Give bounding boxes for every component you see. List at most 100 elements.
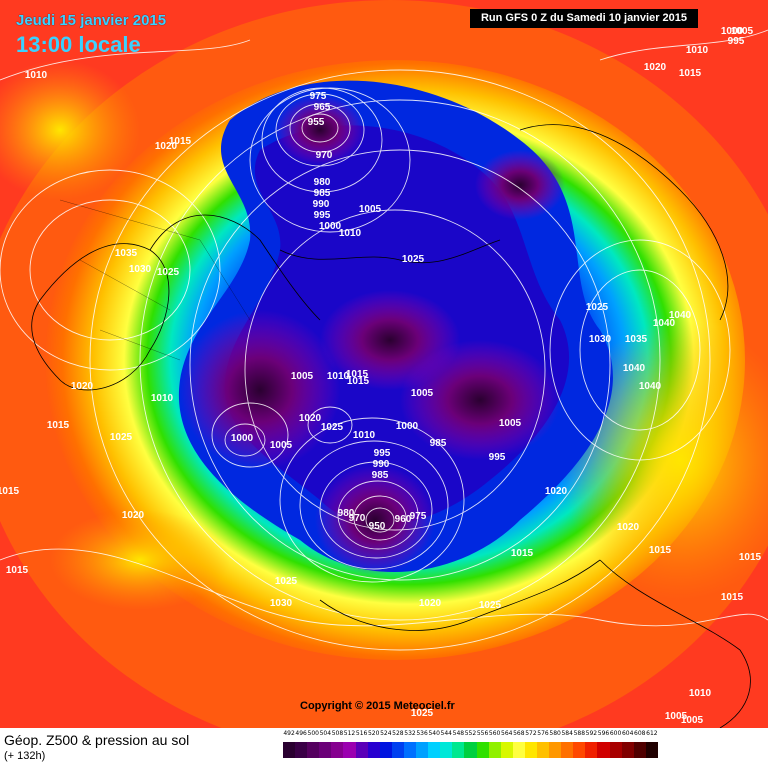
scale-swatch bbox=[319, 742, 332, 758]
pressure-label: 1010 bbox=[25, 70, 48, 81]
pressure-label: 1015 bbox=[346, 369, 369, 380]
scale-swatch bbox=[573, 742, 586, 758]
pressure-label: 1020 bbox=[155, 141, 178, 152]
scale-label: 580 bbox=[549, 730, 561, 737]
pressure-label: 1015 bbox=[679, 68, 702, 79]
color-scale-labels: 492 496 500 504 508 512 516 520 524 528 532 536 540 5… bbox=[283, 730, 658, 737]
scale-swatch bbox=[440, 742, 453, 758]
scale-label: 564 bbox=[501, 730, 513, 737]
pressure-label: 1010 bbox=[327, 371, 350, 382]
pressure-label: 995 bbox=[728, 36, 745, 47]
pressure-label: 1025 bbox=[157, 267, 180, 278]
scale-label: 560 bbox=[488, 730, 501, 737]
scale-label: 516 bbox=[355, 730, 368, 737]
pressure-label: 1025 bbox=[275, 576, 298, 587]
pressure-label: 1015 bbox=[649, 545, 672, 556]
pressure-label: 995 bbox=[374, 448, 391, 459]
pressure-label: 970 bbox=[316, 150, 333, 161]
pressure-label: 990 bbox=[373, 459, 390, 470]
scale-label: 596 bbox=[597, 730, 610, 737]
scale-swatch bbox=[476, 742, 489, 758]
pressure-label: 1020 bbox=[617, 522, 640, 533]
scale-swatch bbox=[464, 742, 477, 758]
ridge-south bbox=[50, 510, 230, 610]
pressure-label: 1015 bbox=[0, 486, 20, 497]
scale-swatch bbox=[645, 742, 658, 758]
scale-swatch bbox=[500, 742, 513, 758]
legend-subtitle: (+ 132h) bbox=[4, 750, 46, 762]
geopotential-map: 9759659559709809859909951000101010051025… bbox=[0, 0, 768, 728]
scale-swatch bbox=[416, 742, 429, 758]
pressure-label: 1015 bbox=[47, 420, 70, 431]
pressure-label: 1010 bbox=[151, 393, 174, 404]
pressure-label: 1000 bbox=[231, 433, 254, 444]
pressure-label: 1000 bbox=[319, 221, 342, 232]
pressure-label: 1005 bbox=[665, 711, 688, 722]
scale-swatch bbox=[355, 742, 368, 758]
pressure-label: 1025 bbox=[402, 254, 425, 265]
pressure-labels: 9759659559709809859909951000101010051025… bbox=[0, 26, 762, 726]
pressure-label: 960 bbox=[395, 514, 412, 525]
pressure-label: 985 bbox=[314, 188, 331, 199]
scale-swatch bbox=[524, 742, 537, 758]
scale-swatch bbox=[585, 742, 598, 758]
pressure-label: 1015 bbox=[511, 548, 534, 559]
scale-label: 556 bbox=[476, 730, 489, 737]
coastlines bbox=[31, 124, 751, 728]
scale-swatch bbox=[621, 742, 634, 758]
scale-label: 608 bbox=[634, 730, 646, 737]
scale-swatch bbox=[597, 742, 610, 758]
scale-swatch bbox=[549, 742, 562, 758]
scale-swatch bbox=[428, 742, 441, 758]
scale-swatch bbox=[452, 742, 465, 758]
scale-label: 572 bbox=[525, 730, 537, 737]
scale-label: 512 bbox=[343, 730, 356, 737]
scale-swatch bbox=[295, 742, 308, 758]
scale-label: 500 bbox=[307, 730, 319, 737]
pressure-label: 995 bbox=[314, 210, 331, 221]
scale-label: 588 bbox=[573, 730, 586, 737]
pressure-label: 1020 bbox=[644, 62, 667, 73]
pressure-label: 1025 bbox=[586, 302, 609, 313]
pressure-label: 965 bbox=[314, 102, 331, 113]
scale-swatch bbox=[283, 742, 296, 758]
pressure-label: 1040 bbox=[653, 318, 676, 329]
pressure-label: 1005 bbox=[270, 440, 293, 451]
pressure-label: 955 bbox=[308, 117, 325, 128]
forecast-time: 13:00 locale bbox=[16, 32, 141, 57]
pressure-label: 985 bbox=[372, 470, 389, 481]
pressure-label: 1015 bbox=[347, 376, 370, 387]
scale-swatch bbox=[561, 742, 574, 758]
scale-swatch bbox=[367, 742, 380, 758]
legend-footer: Géop. Z500 & pression au sol (+ 132h) 49… bbox=[0, 728, 768, 768]
pressure-label: 950 bbox=[369, 521, 386, 532]
pressure-label: 1020 bbox=[71, 381, 94, 392]
pressure-label: 1005 bbox=[731, 26, 754, 37]
scale-label: 508 bbox=[331, 730, 344, 737]
pressure-label: 975 bbox=[310, 91, 327, 102]
scale-label: 604 bbox=[621, 730, 634, 737]
scale-label: 528 bbox=[392, 730, 404, 737]
pressure-label: 1040 bbox=[623, 363, 646, 374]
low-east bbox=[400, 340, 560, 460]
pressure-label: 1005 bbox=[411, 388, 434, 399]
scale-label: 600 bbox=[609, 730, 622, 737]
copyright: Copyright © 2015 Meteociel.fr bbox=[300, 700, 455, 712]
pressure-label: 970 bbox=[349, 513, 366, 524]
pressure-label: 1030 bbox=[129, 264, 152, 275]
pressure-label: 1020 bbox=[122, 510, 145, 521]
pressure-label: 1025 bbox=[411, 708, 434, 719]
scale-label: 576 bbox=[537, 730, 549, 737]
scale-label: 532 bbox=[404, 730, 416, 737]
pressure-label: 1005 bbox=[359, 204, 382, 215]
scale-label: 492 bbox=[283, 730, 295, 737]
pressure-label: 1015 bbox=[169, 136, 192, 147]
pressure-label: 1030 bbox=[589, 334, 612, 345]
pressure-label: 1030 bbox=[270, 598, 293, 609]
scale-label: 552 bbox=[464, 730, 477, 737]
scale-swatch bbox=[379, 742, 392, 758]
scale-swatch bbox=[512, 742, 525, 758]
color-scale bbox=[283, 742, 658, 758]
ridge-west bbox=[0, 60, 140, 200]
pressure-label: 980 bbox=[314, 177, 331, 188]
